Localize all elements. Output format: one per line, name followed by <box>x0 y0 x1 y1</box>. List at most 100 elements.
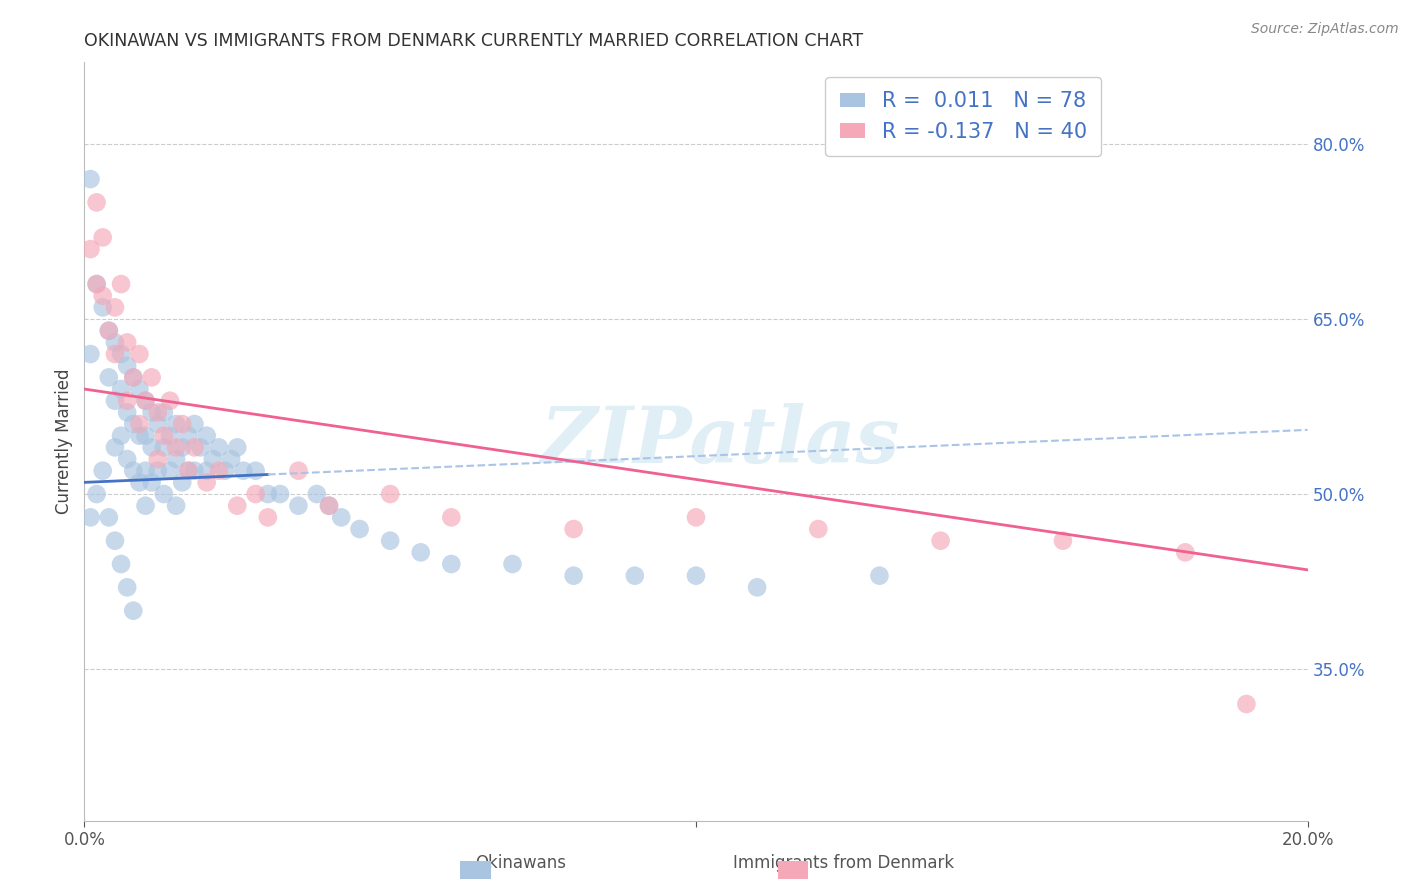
Point <box>97 324 120 338</box>
Point <box>214 464 236 478</box>
Point <box>245 464 267 478</box>
Y-axis label: Currently Married: Currently Married <box>55 368 73 515</box>
Point <box>79 510 101 524</box>
Point <box>135 393 157 408</box>
Point <box>195 475 218 490</box>
Point <box>104 441 127 455</box>
Point <box>128 347 150 361</box>
Point <box>318 499 340 513</box>
Point <box>146 452 169 467</box>
Point <box>208 441 231 455</box>
Point <box>177 428 200 442</box>
Text: Okinawans: Okinawans <box>475 855 565 872</box>
Point <box>122 370 145 384</box>
Point <box>747 580 769 594</box>
Point <box>115 580 138 594</box>
Point <box>195 428 218 442</box>
Point <box>79 347 101 361</box>
Point <box>110 557 132 571</box>
Point <box>86 487 108 501</box>
Point <box>141 370 163 384</box>
Point <box>128 417 150 431</box>
Point <box>115 335 138 350</box>
Point <box>685 568 707 582</box>
Point <box>245 487 267 501</box>
Point <box>165 499 187 513</box>
Point <box>219 452 242 467</box>
Point <box>318 499 340 513</box>
Point <box>153 441 176 455</box>
Point <box>97 324 120 338</box>
Point <box>287 464 309 478</box>
Point <box>135 393 157 408</box>
Point <box>110 382 132 396</box>
Legend: R =  0.011   N = 78, R = -0.137   N = 40: R = 0.011 N = 78, R = -0.137 N = 40 <box>825 77 1101 156</box>
Point <box>159 393 181 408</box>
Point <box>79 242 101 256</box>
Point <box>330 510 353 524</box>
Point <box>153 428 176 442</box>
Point <box>122 604 145 618</box>
Point <box>165 417 187 431</box>
Point <box>110 277 132 291</box>
Point <box>208 464 231 478</box>
Point <box>195 464 218 478</box>
Point <box>929 533 952 548</box>
Point <box>1174 545 1197 559</box>
Point <box>135 464 157 478</box>
Point <box>257 487 280 501</box>
Point <box>624 568 647 582</box>
Point <box>146 405 169 419</box>
Point <box>165 441 187 455</box>
Point <box>122 370 145 384</box>
Point <box>172 475 194 490</box>
Point <box>807 522 830 536</box>
Point <box>409 545 432 559</box>
Point <box>190 441 212 455</box>
Point <box>183 464 205 478</box>
Point <box>115 452 138 467</box>
Point <box>380 533 402 548</box>
Point <box>91 464 114 478</box>
Point <box>172 441 194 455</box>
Point <box>104 347 127 361</box>
Point <box>122 417 145 431</box>
Point <box>91 301 114 315</box>
Point <box>141 405 163 419</box>
Text: Source: ZipAtlas.com: Source: ZipAtlas.com <box>1251 22 1399 37</box>
Point <box>141 441 163 455</box>
Point <box>269 487 291 501</box>
Point <box>135 499 157 513</box>
Point <box>502 557 524 571</box>
Point <box>115 359 138 373</box>
Point <box>122 464 145 478</box>
Point <box>146 417 169 431</box>
Point <box>685 510 707 524</box>
Point <box>440 510 463 524</box>
Point <box>128 475 150 490</box>
Point <box>115 405 138 419</box>
Point <box>349 522 371 536</box>
Point <box>91 230 114 244</box>
Point <box>1236 697 1258 711</box>
Point <box>183 417 205 431</box>
Point <box>869 568 891 582</box>
Point <box>232 464 254 478</box>
Point <box>153 487 176 501</box>
Point <box>97 370 120 384</box>
Point <box>110 347 132 361</box>
Point <box>146 464 169 478</box>
Point <box>380 487 402 501</box>
Point <box>104 335 127 350</box>
Point <box>104 393 127 408</box>
Text: OKINAWAN VS IMMIGRANTS FROM DENMARK CURRENTLY MARRIED CORRELATION CHART: OKINAWAN VS IMMIGRANTS FROM DENMARK CURR… <box>84 32 863 50</box>
Point <box>226 499 249 513</box>
Point <box>104 301 127 315</box>
Point <box>165 452 187 467</box>
Point <box>201 452 224 467</box>
Point <box>97 510 120 524</box>
Point <box>110 428 132 442</box>
Point <box>562 522 585 536</box>
Point <box>177 464 200 478</box>
Point <box>86 277 108 291</box>
